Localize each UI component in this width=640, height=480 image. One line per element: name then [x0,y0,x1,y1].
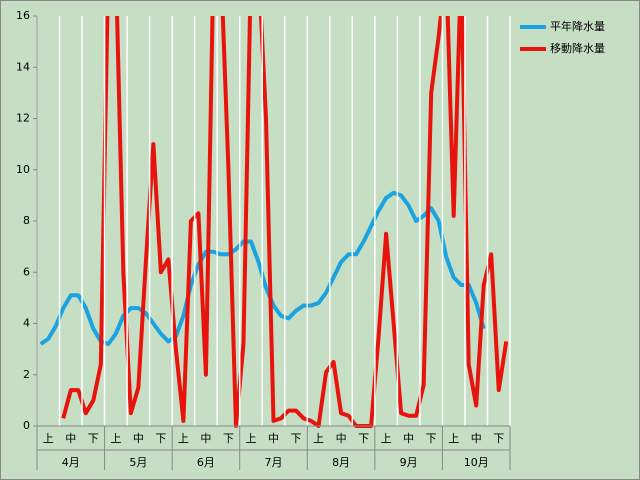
x-tick-label: 中 [65,432,76,445]
x-tick-label: 上 [43,432,54,445]
x-tick-label: 上 [178,432,189,445]
group-label: 6月 [197,456,215,469]
group-label: 7月 [265,456,283,469]
x-tick-label: 上 [110,432,121,445]
x-tick-label: 中 [200,432,211,445]
x-tick-label: 上 [381,432,392,445]
y-tick-label: 16 [16,9,30,22]
y-tick-label: 0 [23,419,30,432]
x-tick-label: 下 [493,432,504,445]
x-tick-label: 上 [448,432,459,445]
y-tick-label: 8 [23,214,30,227]
x-tick-label: 下 [291,432,302,445]
group-label: 9月 [400,456,418,469]
x-tick-label: 下 [358,432,369,445]
x-tick-label: 上 [313,432,324,445]
y-tick-label: 14 [16,60,30,73]
x-tick-label: 下 [155,432,166,445]
group-label: 5月 [129,456,147,469]
group-label: 4月 [62,456,80,469]
x-tick-label: 中 [268,432,279,445]
group-label: 10月 [464,456,489,469]
group-label: 8月 [332,456,350,469]
y-tick-label: 10 [16,163,30,176]
legend-label: 平年降水量 [550,19,605,33]
x-tick-label: 下 [426,432,437,445]
x-tick-label: 上 [245,432,256,445]
x-tick-label: 下 [223,432,234,445]
y-tick-label: 12 [16,112,30,125]
x-tick-label: 下 [88,432,99,445]
x-tick-label: 中 [336,432,347,445]
y-tick-label: 4 [23,317,30,330]
y-tick-label: 6 [23,265,30,278]
x-tick-label: 中 [471,432,482,445]
x-tick-label: 中 [403,432,414,445]
x-tick-label: 中 [133,432,144,445]
legend-label: 移動降水量 [550,41,605,55]
y-tick-label: 2 [23,368,30,381]
